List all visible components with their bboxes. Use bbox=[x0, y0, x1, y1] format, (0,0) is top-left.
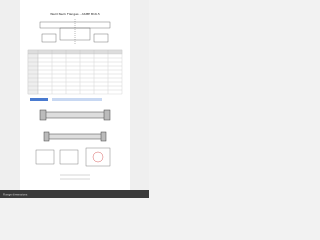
detail-boxes bbox=[35, 147, 111, 167]
notes bbox=[60, 174, 90, 180]
document-title: Weld Neck Flanges - ASME B16.5 bbox=[50, 12, 100, 16]
screenshot: Weld Neck Flanges - ASME B16.5 bbox=[0, 0, 149, 198]
footer-text: Flange dimensions bbox=[3, 193, 28, 197]
highlight-row bbox=[30, 98, 102, 101]
pipe-diagram bbox=[39, 109, 111, 142]
dimension-table bbox=[27, 49, 123, 95]
footer-bar bbox=[0, 190, 149, 198]
document-page bbox=[20, 0, 130, 190]
flange-drawing bbox=[39, 19, 111, 44]
page: {"header": {"title": "Weld Neck Flanges … bbox=[0, 0, 149, 198]
